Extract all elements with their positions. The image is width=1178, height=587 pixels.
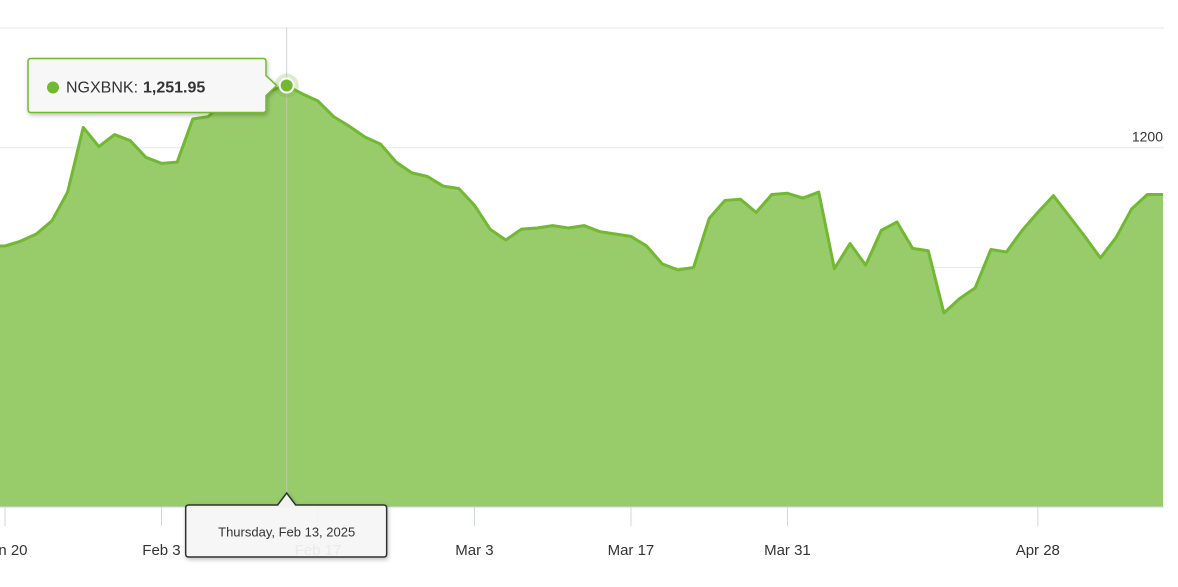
- x-tick-label: Mar 3: [455, 542, 493, 559]
- date-tooltip-box: [184, 491, 388, 558]
- tooltips: NGXBNK: 1,251.95 Thursday, Feb 13, 2025: [27, 57, 388, 558]
- x-tick-label: Apr 28: [1016, 542, 1060, 559]
- y-tick-label: 1200: [1132, 128, 1163, 144]
- tooltip-dot: [47, 81, 59, 94]
- x-tick-label: Jan 20: [0, 542, 28, 559]
- tooltip-series: NGXBNK:: [66, 80, 138, 97]
- plot: [0, 28, 1163, 508]
- tooltip-value: 1,251.95: [143, 80, 205, 97]
- x-tick-label: Mar 17: [608, 542, 655, 559]
- x-tick-label: Mar 31: [764, 542, 811, 559]
- tooltip-box: [27, 57, 278, 114]
- area-fill: [0, 85, 1163, 508]
- area-line: [0, 84, 1163, 315]
- x-tick-label: Feb 3: [142, 542, 180, 559]
- hover-point: [278, 77, 295, 94]
- date-tooltip-text: Thursday, Feb 13, 2025: [218, 524, 355, 539]
- tooltip-text: NGXBNK: 1,251.95: [66, 80, 205, 97]
